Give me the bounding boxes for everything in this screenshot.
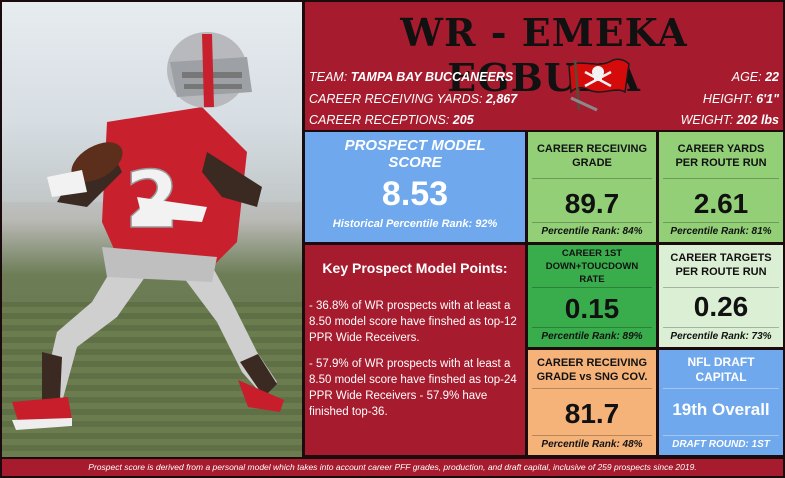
prospect-score-value: 8.53 <box>381 175 449 213</box>
receptions-value: 205 <box>452 113 474 127</box>
targets-per-route-run-rank: Percentile Rank: 73% <box>670 331 772 342</box>
yards-per-route-run-title: CAREER YARDS PER ROUTE RUN <box>675 143 767 169</box>
receiving-grade-vs-single-coverage-rank: Percentile Rank: 48% <box>541 439 643 450</box>
player-photo: 2 <box>2 2 302 457</box>
targets-per-route-run-value: 0.26 <box>693 291 749 322</box>
height-label: HEIGHT: <box>702 92 753 106</box>
footer-note: Prospect score is derived from a persona… <box>2 459 783 476</box>
career-receiving-grade-value: 89.7 <box>564 188 620 219</box>
team-value: TAMPA BAY BUCCANEERS <box>350 70 514 84</box>
yards-line: CAREER RECEIVING YARDS: 2,867 <box>309 92 517 106</box>
yards-per-route-run-rank: Percentile Rank: 81% <box>670 226 772 237</box>
age-line: AGE: 22 <box>732 70 779 84</box>
prospect-percentile-rank: Historical Percentile Rank: 92% <box>332 218 498 230</box>
prospect-title-line2: SCORE <box>388 154 442 171</box>
weight-line: WEIGHT: 202 lbs <box>681 113 779 127</box>
first-down-touchdown-rate-value: 0.15 <box>564 293 620 324</box>
key-point-2: - 57.9% of WR prospects with at least a … <box>309 358 517 418</box>
height-line: HEIGHT: 6'1" <box>703 92 779 106</box>
career-receiving-grade-tile: CAREER RECEIVING GRADE 89.7 Percentile R… <box>528 132 656 242</box>
jersey-number: 2 <box>125 156 179 246</box>
receptions-line: CAREER RECEPTIONS: 205 <box>309 113 474 127</box>
first-down-touchdown-rate-rank: Percentile Rank: 89% <box>541 331 643 342</box>
player-title: WR - EMEKA EGBUKA <box>400 10 688 100</box>
buccaneers-flag-logo-icon <box>568 58 630 112</box>
nfl-draft-capital-tile: NFL DRAFT CAPITAL 19th Overall DRAFT ROU… <box>659 350 783 455</box>
team-line: TEAM: TAMPA BAY BUCCANEERS <box>309 70 513 84</box>
prospect-model-score: PROSPECT MODEL SCORE 8.53 Historical Per… <box>305 132 525 242</box>
receptions-label: CAREER RECEPTIONS: <box>309 113 450 127</box>
player-header: WR - EMEKA EGBUKA TEAM: TAMPA BAY BUCCAN… <box>305 2 783 130</box>
nfl-draft-capital-title: NFL DRAFT CAPITAL <box>687 355 755 384</box>
career-receiving-grade-rank: Percentile Rank: 84% <box>541 226 643 237</box>
receiving-grade-vs-single-coverage-value: 81.7 <box>564 398 620 429</box>
team-label: TEAM: <box>309 70 348 84</box>
targets-per-route-run-title: CAREER TARGETS PER ROUTE RUN <box>670 252 772 278</box>
age-label: AGE: <box>731 70 762 84</box>
key-points-panel: Key Prospect Model Points: - 36.8% of WR… <box>305 245 525 455</box>
nfl-draft-capital-value: 19th Overall <box>672 400 770 419</box>
age-value: 22 <box>765 70 779 84</box>
nfl-draft-round: DRAFT ROUND: 1ST <box>672 439 770 450</box>
key-point-1: - 36.8% of WR prospects with at least a … <box>309 300 517 344</box>
yards-per-route-run-tile: CAREER YARDS PER ROUTE RUN 2.61 Percenti… <box>659 132 783 242</box>
first-down-touchdown-rate-tile: CAREER 1ST DOWN+TOUCDOWN RATE 0.15 Perce… <box>528 245 656 347</box>
weight-label: WEIGHT: <box>680 113 734 127</box>
weight-value: 202 lbs <box>736 113 779 127</box>
yards-label: CAREER RECEIVING YARDS: <box>309 92 483 106</box>
player-figure: 2 <box>12 32 284 430</box>
first-down-touchdown-rate-title: CAREER 1ST DOWN+TOUCDOWN RATE <box>545 248 639 285</box>
prospect-title-line1: PROSPECT MODEL <box>344 137 486 154</box>
targets-per-route-run-tile: CAREER TARGETS PER ROUTE RUN 0.26 Percen… <box>659 245 783 347</box>
receiving-grade-vs-single-coverage-title: CAREER RECEIVING GRADE vs SNG COV. <box>536 357 648 383</box>
key-points-heading: Key Prospect Model Points: <box>322 260 508 276</box>
yards-value: 2,867 <box>485 92 518 106</box>
career-receiving-grade-title: CAREER RECEIVING GRADE <box>536 143 648 169</box>
height-value: 6'1" <box>756 92 779 106</box>
receiving-grade-vs-single-coverage-tile: CAREER RECEIVING GRADE vs SNG COV. 81.7 … <box>528 350 656 455</box>
yards-per-route-run-value: 2.61 <box>693 188 749 219</box>
